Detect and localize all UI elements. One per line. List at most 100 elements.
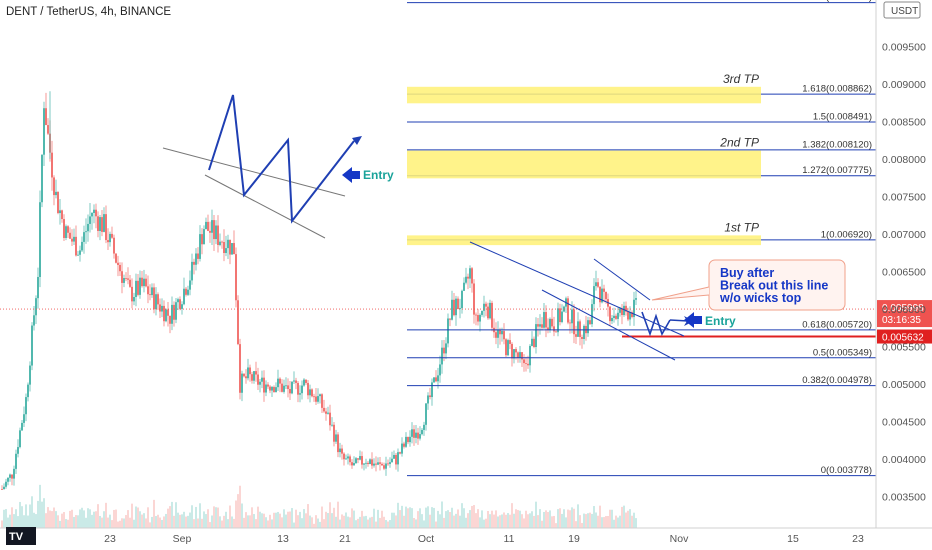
candle-body <box>25 397 27 415</box>
volume-bar <box>499 515 501 528</box>
current-price-countdown: 03:16:35 <box>882 315 921 326</box>
candle-body <box>483 303 485 311</box>
candle-body <box>437 375 439 382</box>
candle-body <box>521 352 523 360</box>
volume-bar <box>33 512 35 528</box>
volume-bar <box>113 509 115 528</box>
candle-body <box>349 456 351 463</box>
candle-body <box>269 386 271 391</box>
candle-body <box>59 210 61 214</box>
volume-bar <box>455 513 457 528</box>
volume-bar <box>441 501 443 528</box>
candle-body <box>291 381 293 394</box>
volume-bar <box>229 505 231 528</box>
volume-bar <box>147 507 149 528</box>
volume-bar <box>155 516 157 528</box>
volume-bar <box>311 517 313 528</box>
candle-body <box>189 280 191 290</box>
candle-body <box>611 317 613 322</box>
volume-bar <box>547 512 549 528</box>
volume-bar <box>569 510 571 528</box>
volume-bar <box>279 513 281 528</box>
candle-body <box>77 254 79 256</box>
volume-bar <box>289 511 291 528</box>
candle-body <box>301 385 303 394</box>
candle-body <box>603 288 605 292</box>
candle-body <box>273 386 275 393</box>
candle-body <box>495 332 497 338</box>
volume-bar <box>59 520 61 528</box>
volume-bar <box>543 512 545 528</box>
volume-bar <box>511 503 513 528</box>
y-tick-label: 0.005000 <box>882 379 926 391</box>
candle-body <box>419 434 421 439</box>
candle-body <box>467 276 469 279</box>
volume-bar <box>89 509 91 528</box>
volume-bar <box>69 510 71 528</box>
candle-body <box>423 424 425 430</box>
volume-bar <box>83 510 85 528</box>
volume-bar <box>169 506 171 528</box>
volume-bar <box>521 514 523 528</box>
volume-bar <box>607 516 609 528</box>
y-tick-label: 0.008000 <box>882 154 926 166</box>
candle-body <box>65 226 67 238</box>
candle-body <box>267 384 269 387</box>
volume-bar <box>515 509 517 528</box>
x-tick-label: 23 <box>104 533 116 545</box>
candle-body <box>549 318 551 330</box>
volume-bar <box>363 516 365 528</box>
candle-body <box>345 458 347 460</box>
candle-body <box>347 456 349 459</box>
candle-body <box>275 387 277 393</box>
volume-bar <box>483 519 485 528</box>
callout-box <box>708 259 846 311</box>
volume-bar <box>605 516 607 528</box>
candle-body <box>439 364 441 376</box>
volume-bar <box>437 510 439 528</box>
candle-body <box>243 373 245 377</box>
candle-body <box>499 330 501 335</box>
candle-body <box>23 414 25 423</box>
volume-bar <box>411 508 413 528</box>
candle-body <box>489 302 491 319</box>
candle-body <box>229 239 231 255</box>
volume-bar <box>193 519 195 528</box>
volume-bar <box>435 521 437 528</box>
candle-body <box>341 448 343 454</box>
y-tick-label: 0.003500 <box>882 492 926 504</box>
candle-body <box>225 248 227 254</box>
x-tick-label: 19 <box>568 533 580 545</box>
candle-body <box>107 240 109 243</box>
projection-arrow-shaft <box>669 319 689 322</box>
volume-bar <box>7 517 9 528</box>
volume-bar <box>597 515 599 528</box>
candle-body <box>191 261 193 281</box>
volume-bar <box>377 509 379 528</box>
candle-body <box>459 308 461 310</box>
candle-body <box>145 278 147 287</box>
x-tick-label: 13 <box>277 533 289 545</box>
candle-body <box>277 378 279 388</box>
price-axis[interactable]: 0.009500 0.009000 0.008500 0.008000 0.007500… <box>875 0 926 528</box>
x-tick-label: 21 <box>339 533 351 545</box>
volume-bar <box>105 502 107 528</box>
volume-bar <box>555 523 557 528</box>
candle-body <box>587 320 589 334</box>
candle-body <box>239 344 241 393</box>
volume-bar <box>561 513 563 528</box>
volume-bar <box>179 514 181 528</box>
candle-body <box>33 315 35 326</box>
candle-body <box>9 474 11 478</box>
candle-body <box>83 232 85 242</box>
volume-bar <box>127 510 129 528</box>
candle-body <box>321 394 323 408</box>
currency-badge[interactable]: USDT <box>883 1 921 19</box>
time-axis[interactable]: 23 Sep 13 21 Oct 11 19 Nov 15 23 <box>0 527 932 545</box>
candle-body <box>445 343 447 354</box>
candle-body <box>141 277 143 287</box>
candle-body <box>397 452 399 465</box>
volume-bar <box>263 513 265 528</box>
arrow-up-right-icon <box>352 136 362 145</box>
